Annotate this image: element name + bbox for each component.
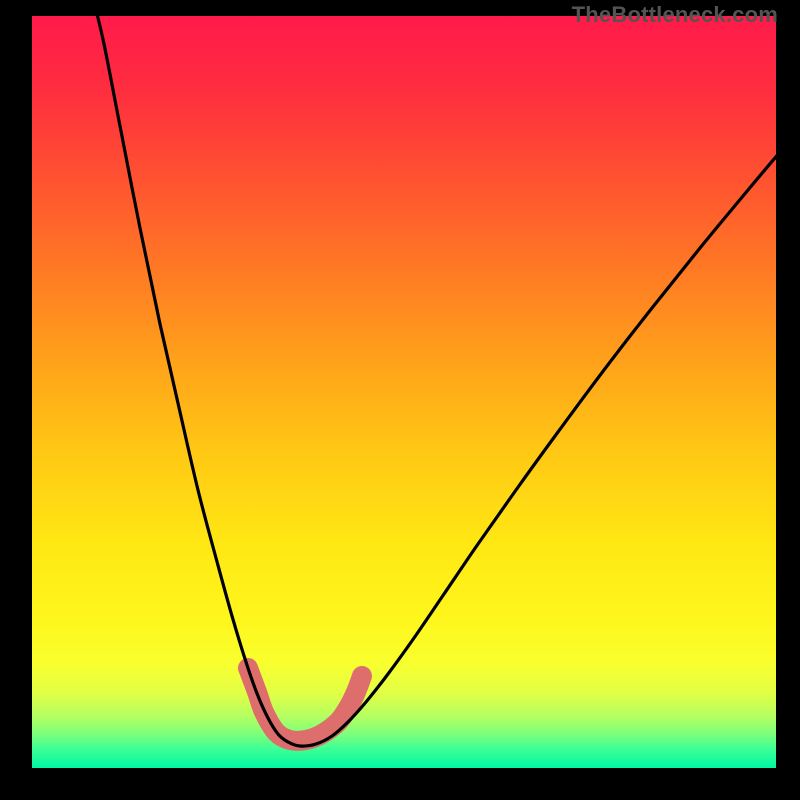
watermark-text: TheBottleneck.com [572, 2, 778, 28]
plot-area [32, 16, 776, 768]
chart-frame: TheBottleneck.com [0, 0, 800, 800]
background-gradient [32, 16, 776, 768]
